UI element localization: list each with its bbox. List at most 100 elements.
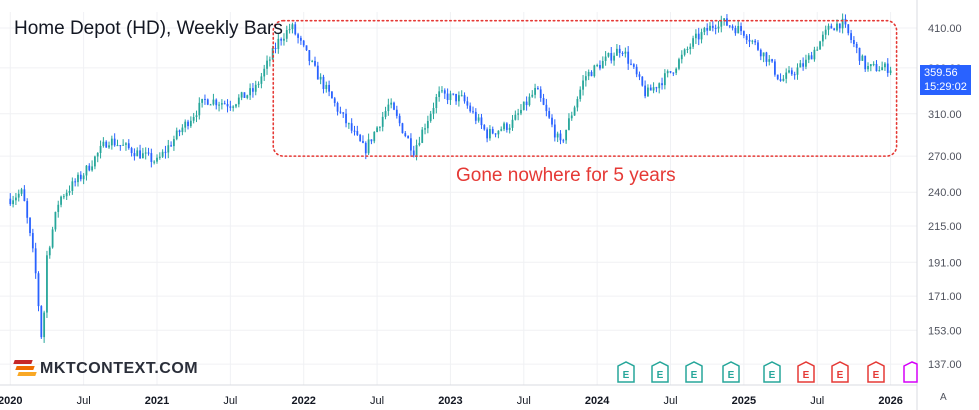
candle — [15, 192, 17, 205]
candle — [508, 124, 511, 134]
earnings-marker[interactable]: E — [685, 361, 703, 383]
candle — [531, 90, 534, 98]
y-tick-label: 171.00 — [928, 291, 962, 303]
earnings-label: E — [657, 370, 664, 381]
candle — [387, 98, 390, 116]
candle — [714, 24, 717, 35]
candle — [570, 111, 573, 121]
candle — [136, 147, 139, 157]
candle — [816, 46, 819, 51]
candle — [229, 100, 232, 111]
candle — [472, 106, 474, 114]
candle — [381, 111, 384, 132]
earnings-marker[interactable]: E — [797, 361, 815, 383]
candle — [539, 86, 542, 102]
candle — [189, 116, 192, 128]
chart-title: Home Depot (HD), Weekly Bars — [14, 18, 283, 39]
x-tick-label: Jul — [810, 395, 824, 407]
candle — [353, 125, 356, 136]
candle — [133, 148, 136, 161]
x-tick-label: 2021 — [145, 395, 169, 407]
candle — [587, 69, 590, 81]
candle — [731, 24, 734, 31]
candle — [872, 61, 875, 67]
y-tick-label: 240.00 — [928, 187, 962, 199]
candle — [122, 139, 125, 146]
candle — [34, 242, 37, 279]
candle — [257, 81, 260, 88]
candle — [181, 124, 184, 136]
candle — [12, 195, 14, 208]
candle — [77, 172, 79, 187]
candle — [139, 144, 141, 160]
candle — [855, 41, 858, 54]
earnings-marker[interactable]: E — [867, 361, 885, 383]
candle — [632, 63, 635, 69]
candle — [858, 47, 861, 65]
candle — [108, 141, 110, 149]
candle — [477, 113, 480, 123]
candle — [308, 50, 311, 66]
candle — [88, 163, 91, 172]
candle — [649, 84, 652, 91]
candle — [37, 271, 40, 312]
candle — [325, 81, 328, 93]
candle — [480, 113, 483, 129]
candle — [652, 82, 655, 94]
x-tick-label: Jul — [663, 395, 677, 407]
earnings-marker[interactable]: E — [617, 361, 635, 383]
candle — [319, 73, 322, 85]
candle — [618, 45, 621, 58]
x-tick-label: 2024 — [585, 395, 610, 407]
candle — [187, 119, 189, 130]
last-price-badge: 359.56 15:29:02 — [920, 65, 971, 95]
candle — [562, 138, 565, 144]
candle — [192, 112, 195, 124]
candle — [395, 105, 398, 119]
y-axis: 410.00360.00310.00270.00240.00215.00191.… — [916, 0, 962, 410]
candle — [452, 93, 455, 96]
y-tick-label: 153.00 — [928, 325, 962, 337]
candle — [268, 56, 271, 67]
candle — [796, 63, 799, 80]
candle — [291, 22, 294, 34]
candle — [621, 51, 624, 57]
candle — [167, 139, 170, 159]
candle — [237, 94, 240, 108]
x-tick-label: Jul — [370, 395, 384, 407]
earnings-marker[interactable]: E — [651, 361, 669, 383]
candle — [156, 154, 158, 164]
candle — [771, 58, 773, 63]
candle — [624, 47, 627, 58]
earnings-marker[interactable]: E — [831, 361, 849, 383]
candle — [757, 40, 759, 52]
candle — [20, 187, 23, 197]
auto-scale-button[interactable]: A — [940, 392, 947, 403]
candle — [347, 122, 350, 129]
candle — [421, 127, 424, 144]
earnings-marker[interactable]: E — [722, 361, 740, 383]
earnings-marker[interactable]: E — [763, 361, 781, 383]
candle — [370, 139, 373, 145]
candle — [91, 160, 93, 172]
candle — [497, 130, 500, 139]
range-box-outline — [272, 19, 898, 157]
candle — [252, 82, 254, 98]
candle — [573, 105, 576, 116]
candle — [339, 106, 342, 114]
earnings-label: E — [769, 370, 776, 381]
candle — [359, 133, 362, 142]
candle — [579, 86, 582, 102]
bar-countdown: 15:29:02 — [924, 81, 967, 93]
candle — [774, 59, 776, 77]
candle — [393, 101, 395, 111]
candle — [759, 48, 762, 61]
candle — [728, 25, 731, 29]
candle — [466, 96, 469, 109]
split-marker[interactable] — [903, 361, 918, 383]
candle — [288, 23, 291, 34]
candle — [263, 64, 266, 81]
candle — [726, 14, 728, 27]
